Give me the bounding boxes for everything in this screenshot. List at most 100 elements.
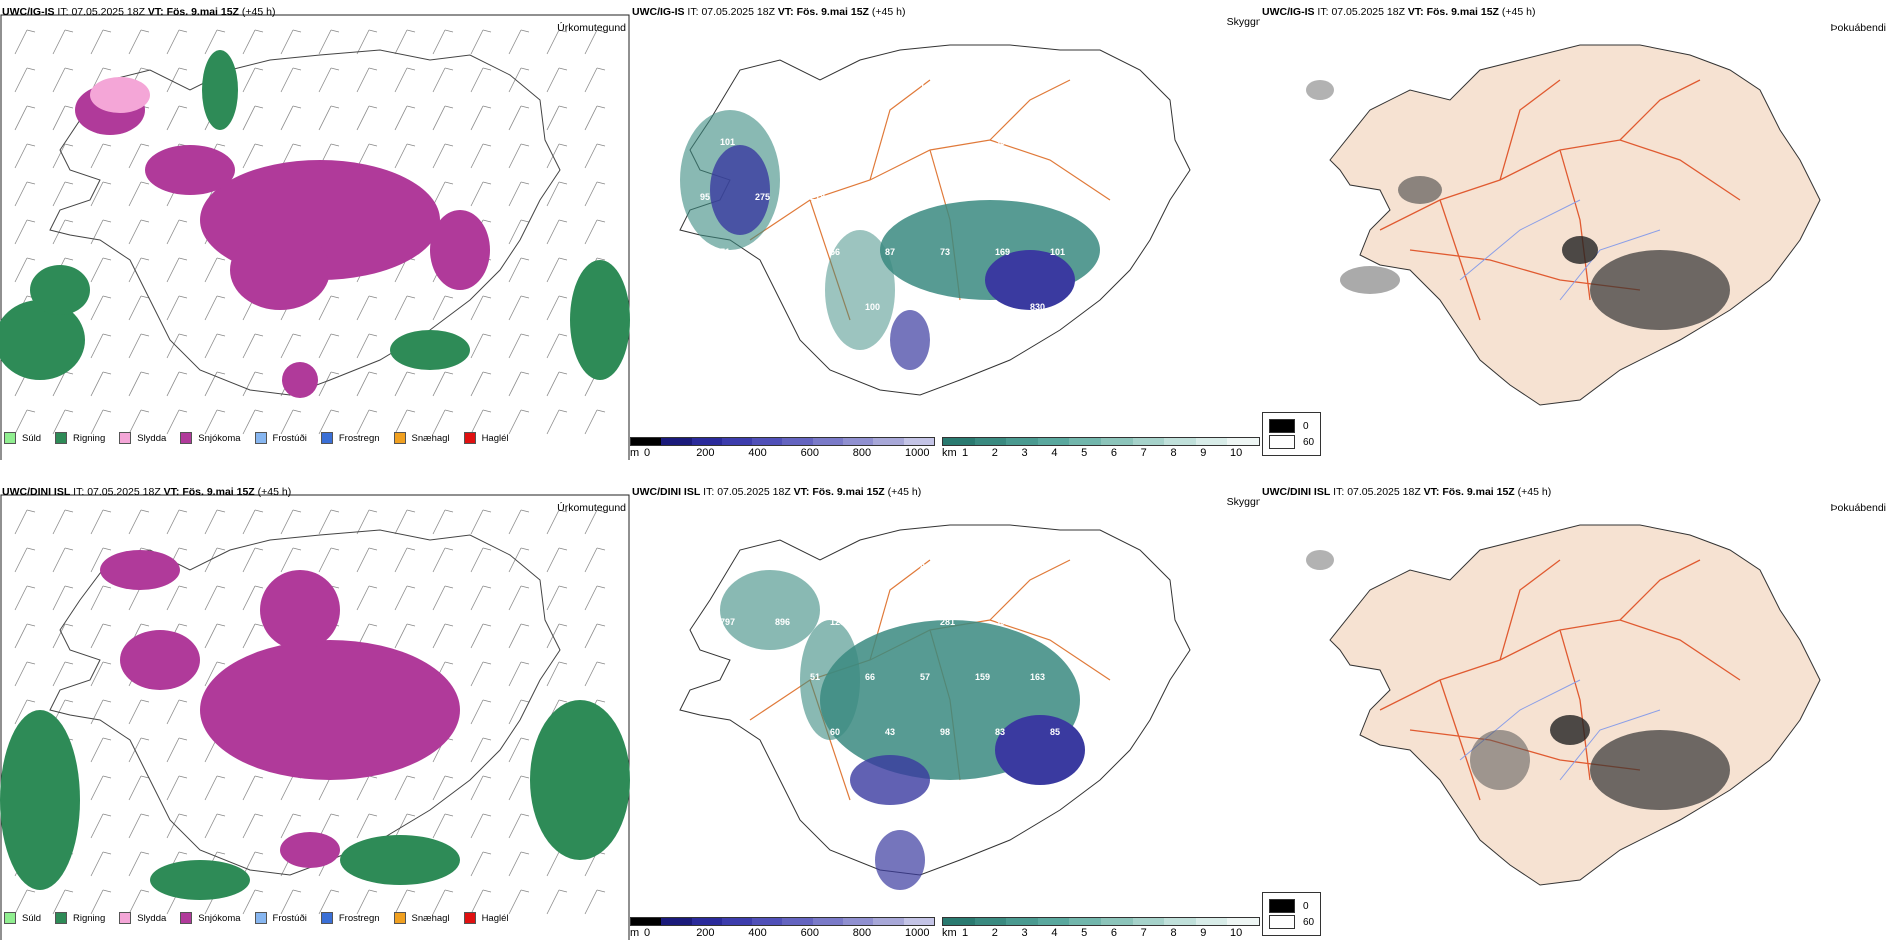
fog-legend-row: 0 bbox=[1269, 899, 1314, 913]
wind-barb bbox=[166, 105, 180, 131]
wind-barb-flag bbox=[330, 29, 340, 33]
wind-barb bbox=[242, 775, 256, 801]
colorbar-segment bbox=[661, 438, 692, 445]
ceiling-label: 87 bbox=[885, 247, 895, 257]
ceiling-label: 109 bbox=[885, 137, 900, 147]
fog-panel-row2: UWC/DINI ISL IT: 07.05.2025 18Z VT: Fös.… bbox=[1260, 480, 1890, 940]
ceiling-label: 175 bbox=[700, 562, 715, 572]
wind-barb bbox=[508, 813, 522, 839]
legend-label: Rigning bbox=[73, 432, 106, 444]
wind-barb-flag bbox=[558, 333, 568, 337]
wind-barb-flag bbox=[64, 409, 74, 413]
colorbar-tick: 2 bbox=[991, 927, 998, 939]
wind-barb bbox=[14, 143, 28, 169]
wind-barb bbox=[52, 623, 66, 649]
wind-barb-flag bbox=[406, 143, 416, 147]
wind-barb bbox=[52, 105, 66, 131]
wind-barb-flag bbox=[444, 181, 454, 185]
ceiling-label: 83 bbox=[995, 727, 1005, 737]
wind-barb bbox=[584, 181, 598, 207]
legend-swatch bbox=[119, 432, 132, 444]
visibility-areas bbox=[720, 570, 1085, 890]
wind-barb-flag bbox=[292, 509, 302, 513]
ceiling-label: 15 bbox=[775, 727, 785, 737]
legend-label: Frostúði bbox=[272, 432, 307, 444]
wind-barb bbox=[356, 371, 370, 397]
fog-legend-swatch bbox=[1269, 435, 1295, 449]
wind-barb-flag bbox=[64, 29, 74, 33]
colorbar-segment bbox=[812, 918, 844, 925]
wind-barb-flag bbox=[520, 67, 530, 71]
colorbar-tick: 400 bbox=[748, 927, 767, 939]
wind-barb bbox=[128, 585, 142, 611]
wind-barb-flag bbox=[254, 409, 264, 413]
wind-barb bbox=[508, 181, 522, 207]
colorbar-segment bbox=[1132, 438, 1165, 445]
wind-barb-flag bbox=[520, 547, 530, 551]
colorbar-tick: 3 bbox=[1021, 927, 1028, 939]
wind-barb-flag bbox=[254, 623, 264, 627]
wind-barb bbox=[242, 67, 256, 93]
wind-barb bbox=[546, 661, 560, 687]
wind-barb-flag bbox=[292, 67, 302, 71]
ceiling-label: 630 bbox=[1105, 137, 1120, 147]
wind-barb-flag bbox=[558, 67, 568, 71]
wind-barb bbox=[546, 371, 560, 397]
wind-barb bbox=[318, 775, 332, 801]
ceiling-label: 66 bbox=[1030, 82, 1040, 92]
wind-barb bbox=[166, 775, 180, 801]
wind-barb-flag bbox=[596, 105, 606, 109]
legend-label: Snjókoma bbox=[198, 912, 241, 924]
wind-barb-flag bbox=[102, 699, 112, 703]
colorbar-tick: 1000 bbox=[905, 447, 930, 459]
fog-legend-row: 60 bbox=[1269, 435, 1314, 449]
ceiling-colorbar: m 0 200 400 600 800 1000 bbox=[630, 437, 935, 460]
wind-barb bbox=[470, 181, 484, 207]
legend-item: Frostregn bbox=[320, 912, 380, 924]
wind-barb-flag bbox=[64, 67, 74, 71]
ceiling-label: 248 bbox=[1030, 562, 1045, 572]
wind-barb bbox=[508, 143, 522, 169]
wind-barb-flag bbox=[26, 547, 36, 551]
wind-barb bbox=[204, 661, 218, 687]
wind-barb-flag bbox=[26, 889, 36, 893]
panel-header: UWC/IG-IS IT: 07.05.2025 18Z VT: Fös. 9.… bbox=[2, 6, 276, 18]
precip-panel-row1: UWC/IG-IS IT: 07.05.2025 18Z VT: Fös. 9.… bbox=[0, 0, 630, 460]
wind-barb-flag bbox=[368, 143, 378, 147]
wind-barb-flag bbox=[102, 509, 112, 513]
wind-barb-flag bbox=[178, 737, 188, 741]
wind-barb-flag bbox=[368, 409, 378, 413]
wind-barb-flag bbox=[558, 29, 568, 33]
wind-barb-flag bbox=[64, 143, 74, 147]
colorbar-segment bbox=[782, 918, 813, 925]
wind-barb bbox=[470, 143, 484, 169]
legend-item: Snjókoma bbox=[180, 432, 241, 444]
wind-barb-flag bbox=[444, 623, 454, 627]
wind-barb-flag bbox=[26, 257, 36, 261]
ceiling-label: 356 bbox=[995, 137, 1010, 147]
ceiling-label: 89 bbox=[1085, 672, 1095, 682]
wind-barb bbox=[52, 585, 66, 611]
wind-barb bbox=[432, 409, 446, 435]
legend-swatch bbox=[463, 912, 476, 924]
wind-barb bbox=[242, 889, 256, 915]
wind-barb bbox=[508, 547, 522, 573]
visibility-colorbar: km 1 2 3 4 5 6 7 8 9 10 bbox=[942, 437, 1260, 460]
wind-barb-flag bbox=[26, 67, 36, 71]
wind-barb bbox=[52, 409, 66, 435]
wind-barb-flag bbox=[444, 105, 454, 109]
ceiling-label: 882 bbox=[920, 562, 935, 572]
wind-barb bbox=[394, 295, 408, 321]
wind-barb bbox=[318, 409, 332, 435]
wind-barb bbox=[470, 29, 484, 55]
colorbar-unit: km bbox=[942, 927, 957, 939]
colorbar-segment bbox=[721, 438, 753, 445]
wind-barb bbox=[508, 67, 522, 93]
ceiling-label: 125 bbox=[830, 617, 845, 627]
wind-barb bbox=[128, 509, 142, 535]
ceiling-label: 101 bbox=[720, 137, 735, 147]
wind-barb bbox=[128, 295, 142, 321]
legend-swatch bbox=[463, 432, 476, 444]
wind-barb bbox=[14, 509, 28, 535]
legend-label: Súld bbox=[22, 432, 42, 444]
